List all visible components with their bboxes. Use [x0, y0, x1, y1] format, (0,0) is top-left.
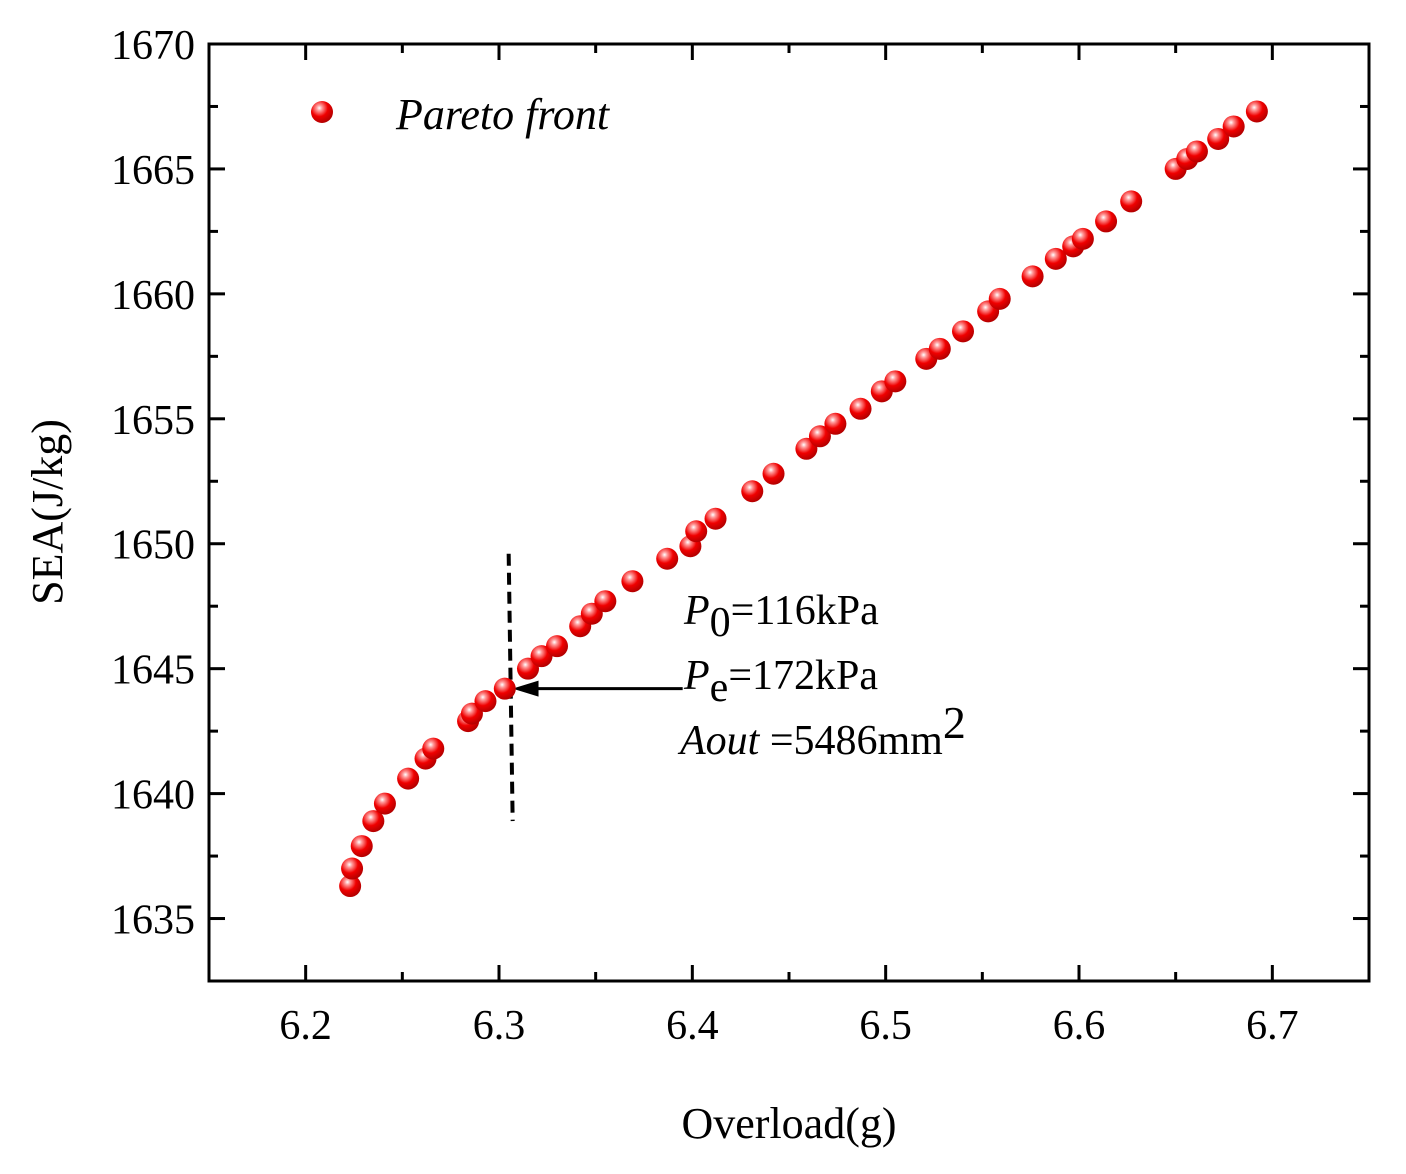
data-point	[762, 462, 785, 485]
y-tick-label: 1635	[111, 898, 195, 944]
legend-marker	[311, 101, 333, 123]
legend: Pareto front	[311, 90, 611, 139]
data-points	[339, 100, 1268, 898]
y-tick-label: 1665	[111, 148, 195, 194]
y-tick-label: 1650	[111, 523, 195, 569]
x-tick-label: 6.5	[859, 1003, 912, 1049]
x-tick-label: 6.4	[666, 1003, 719, 1049]
x-axis-title: Overload(g)	[681, 1099, 896, 1148]
data-point	[422, 737, 445, 760]
data-point	[824, 412, 847, 435]
data-point	[362, 810, 385, 833]
x-tick-label: 6.6	[1053, 1003, 1106, 1049]
data-point	[1120, 190, 1143, 213]
y-axis-title: SEA(J/kg)	[23, 419, 72, 605]
y-tick-label: 1660	[111, 273, 195, 319]
annotation-arrowhead	[512, 680, 539, 697]
x-tick-label: 6.2	[279, 1003, 332, 1049]
data-point	[341, 857, 364, 880]
data-point	[397, 767, 420, 790]
y-tick-label: 1670	[111, 23, 195, 69]
data-point	[1245, 100, 1268, 123]
data-point	[988, 287, 1011, 310]
data-point	[546, 635, 568, 658]
axis-ticks	[209, 42, 1369, 981]
data-point	[594, 590, 617, 613]
data-point	[952, 320, 974, 343]
y-tick-label: 1655	[111, 398, 195, 444]
data-point	[1095, 210, 1118, 233]
x-tick-labels: 6.2 6.3 6.4 6.5 6.6 6.7	[279, 1003, 1298, 1049]
data-point	[339, 875, 362, 898]
x-tick-label: 6.3	[473, 1003, 526, 1049]
data-point	[493, 677, 516, 700]
annotation-line-p0: P0=116kPa	[683, 588, 879, 646]
data-point	[656, 547, 679, 570]
data-point	[928, 337, 951, 360]
data-point	[474, 690, 497, 713]
data-point	[704, 507, 727, 530]
data-point	[1021, 265, 1044, 288]
data-point	[741, 480, 764, 503]
y-tick-label: 1640	[111, 773, 195, 819]
legend-label: Pareto front	[395, 90, 611, 139]
data-point	[1207, 127, 1230, 150]
data-point	[1185, 140, 1208, 163]
data-point	[373, 792, 396, 815]
data-point	[621, 570, 644, 593]
annotation-line-pe: Pe=172kPa	[683, 653, 878, 711]
y-tick-label: 1645	[111, 648, 195, 694]
plot-frame	[207, 42, 1371, 983]
data-point	[350, 835, 373, 858]
y-tick-labels: 1635 1640 1645 1650 1655 1660 1665 1670	[111, 23, 195, 944]
data-point	[808, 425, 831, 448]
annotation-line-aout: Aout =5486mm2	[677, 697, 966, 764]
data-point	[1071, 227, 1094, 250]
data-point	[884, 370, 907, 393]
data-point	[685, 520, 708, 543]
data-point	[1044, 247, 1067, 270]
annotation: P0=116kPa Pe=172kPa Aout =5486mm2	[506, 553, 966, 822]
data-point	[849, 397, 872, 420]
data-point	[1222, 115, 1245, 138]
x-tick-label: 6.7	[1246, 1003, 1299, 1049]
